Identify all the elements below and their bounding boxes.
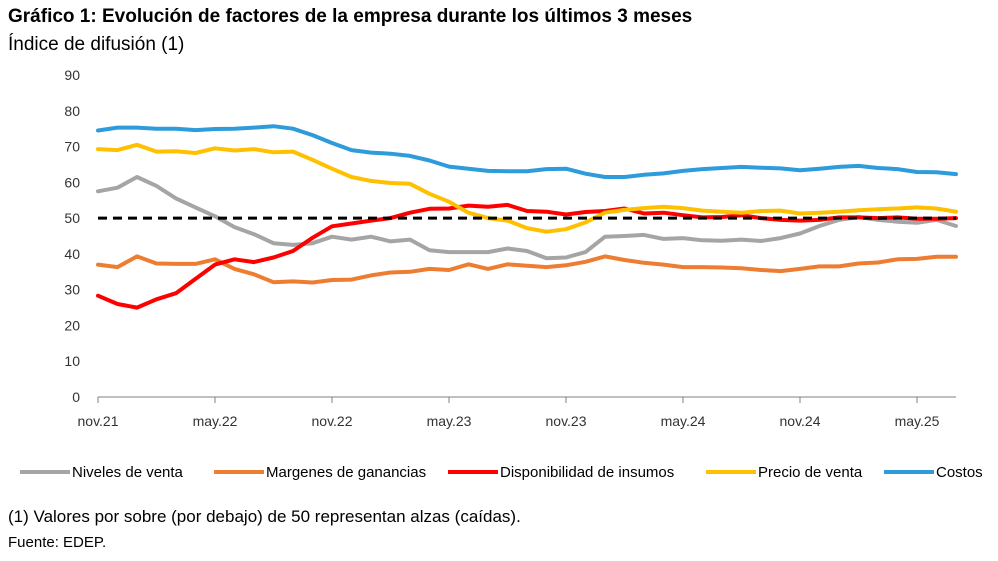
chart-title: Gráfico 1: Evolución de factores de la e… [8,6,693,27]
x-tick-label: nov.22 [312,413,353,429]
y-axis: 0 10 20 30 40 50 60 70 80 90 [64,67,80,405]
line-chart: 0 10 20 30 40 50 60 70 80 90 nov.21 may.22 nov.22 ma… [20,67,983,481]
x-tick-label: nov.21 [78,413,119,429]
y-tick-label: 60 [64,174,80,190]
series-line-costos [96,124,958,179]
y-tick-label: 20 [64,317,80,333]
series-line-margenes-de-ganancias [96,254,958,285]
x-tick-label: nov.23 [546,413,587,429]
source-note: Fuente: EDEP. [8,534,107,551]
series-line-niveles-de-venta [96,175,958,261]
y-tick-label: 50 [64,210,80,226]
y-tick-label: 40 [64,246,80,262]
x-tick-label: may.23 [427,413,472,429]
y-tick-label: 70 [64,139,80,155]
y-tick-label: 30 [64,282,80,298]
footnote: (1) Valores por sobre (por debajo) de 50… [8,507,521,526]
legend-label: Costos [936,464,983,481]
legend-label: Precio de venta [758,464,863,481]
legend-label: Disponibilidad de insumos [500,464,674,481]
x-tick-label: may.24 [661,413,706,429]
legend-label: Margenes de ganancias [266,464,426,481]
series-line-precio-de-venta [96,142,958,234]
series-line-disponibilidad-de-insumos [96,202,958,310]
legend: Niveles de venta Margenes de ganancias Dis… [20,464,983,481]
y-tick-label: 10 [64,353,80,369]
y-tick-label: 90 [64,67,80,83]
x-tick-label: nov.24 [780,413,821,429]
y-tick-label: 0 [72,389,80,405]
chart-subtitle: Índice de difusión (1) [8,34,185,55]
x-tick-label: may.22 [193,413,238,429]
legend-label: Niveles de venta [72,464,184,481]
y-tick-label: 80 [64,103,80,119]
x-tick-label: may.25 [895,413,940,429]
series-layer [96,124,958,310]
x-axis: nov.21 may.22 nov.22 may.23 nov.23 may.24 nov.… [78,396,956,429]
